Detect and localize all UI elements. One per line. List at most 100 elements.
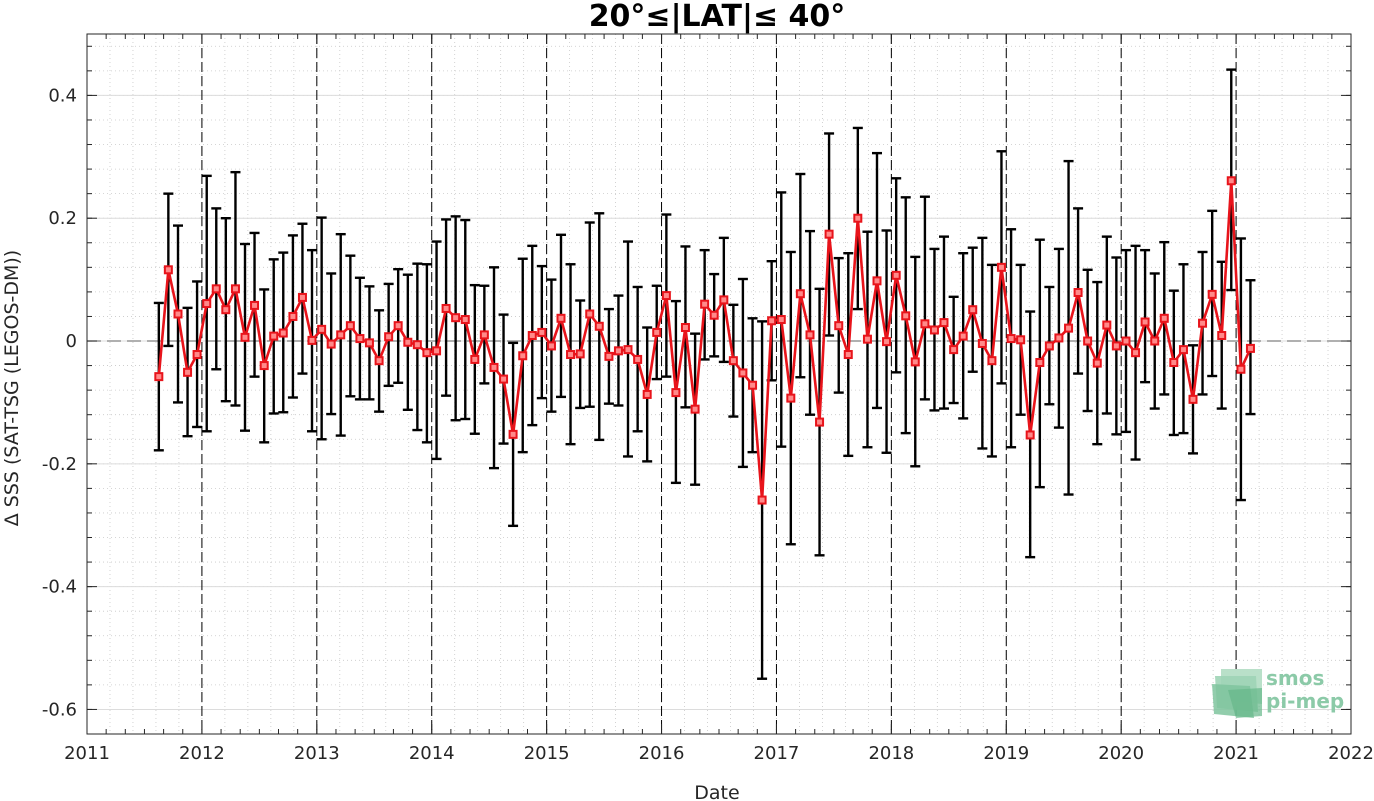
data-point-marker xyxy=(154,372,164,382)
data-point-marker xyxy=(642,389,652,399)
x-tick-label: 2013 xyxy=(294,743,340,764)
data-point-marker xyxy=(202,299,212,309)
data-point-marker xyxy=(566,350,576,360)
y-axis-label: Δ SSS (SAT-TSG (LEGOS-DM)) xyxy=(1,250,23,526)
x-tick-label: 2011 xyxy=(64,743,110,764)
data-point-marker xyxy=(594,321,604,331)
data-point-marker xyxy=(403,337,413,347)
data-point-marker xyxy=(920,319,930,329)
data-point-marker xyxy=(527,330,537,340)
data-point-marker xyxy=(1159,313,1169,323)
y-tick-label: -0.2 xyxy=(42,454,77,475)
x-tick-label: 2017 xyxy=(754,743,800,764)
data-point-marker xyxy=(192,350,202,360)
data-point-marker xyxy=(230,284,240,294)
x-tick-label: 2020 xyxy=(1098,743,1144,764)
data-point-marker xyxy=(1102,320,1112,330)
data-point-marker xyxy=(585,309,595,319)
data-point-marker xyxy=(776,315,786,325)
data-point-marker xyxy=(384,332,394,342)
data-point-marker xyxy=(996,262,1006,272)
data-point-marker xyxy=(977,338,987,348)
data-point-marker xyxy=(604,351,614,361)
data-point-marker xyxy=(671,388,681,398)
data-point-marker xyxy=(288,311,298,321)
data-point-marker xyxy=(546,341,556,351)
data-point-marker xyxy=(623,345,633,355)
data-point-marker xyxy=(949,345,959,355)
data-point-marker xyxy=(1016,335,1026,345)
data-point-marker xyxy=(518,351,528,361)
data-point-marker xyxy=(910,357,920,367)
data-point-marker xyxy=(939,318,949,328)
data-point-marker xyxy=(958,331,968,341)
data-point-marker xyxy=(968,305,978,315)
data-point-marker xyxy=(556,313,566,323)
data-point-marker xyxy=(767,316,777,326)
data-point-marker xyxy=(748,380,758,390)
data-point-marker xyxy=(470,354,480,364)
data-point-marker xyxy=(269,331,279,341)
x-tick-label: 2019 xyxy=(983,743,1029,764)
data-point-marker xyxy=(336,330,346,340)
data-point-marker xyxy=(1092,358,1102,368)
data-point-marker xyxy=(259,361,269,371)
x-tick-label: 2018 xyxy=(868,743,914,764)
logo-mark-icon xyxy=(1212,669,1262,718)
data-point-marker xyxy=(374,356,384,366)
data-point-marker xyxy=(1217,330,1227,340)
data-point-marker xyxy=(690,404,700,414)
y-tick-label: -0.4 xyxy=(42,577,77,598)
data-point-marker xyxy=(1025,430,1035,440)
smos-pi-mep-logo: smos pi-mep xyxy=(1212,666,1344,718)
data-point-marker xyxy=(1226,176,1236,186)
y-tick-label: 0.2 xyxy=(48,208,77,229)
data-point-marker xyxy=(422,348,432,358)
data-point-marker xyxy=(479,330,489,340)
data-point-marker xyxy=(537,327,547,337)
data-point-marker xyxy=(173,309,183,319)
data-point-marker xyxy=(278,328,288,338)
data-point-marker xyxy=(1188,394,1198,404)
error-bar xyxy=(805,229,816,416)
data-point-marker xyxy=(1245,343,1255,353)
data-point-marker xyxy=(709,310,719,320)
data-point-marker xyxy=(489,362,499,372)
data-point-marker xyxy=(882,337,892,347)
data-point-marker xyxy=(700,299,710,309)
data-point-marker xyxy=(901,311,911,321)
data-point-marker xyxy=(1131,348,1141,358)
x-tick-label: 2014 xyxy=(409,743,455,764)
data-point-marker xyxy=(307,335,317,345)
chart-title: 20°≤|LAT|≤ 40° xyxy=(589,0,846,34)
data-point-marker xyxy=(824,229,834,239)
data-point-marker xyxy=(834,321,844,331)
data-point-marker xyxy=(250,300,260,310)
data-point-marker xyxy=(987,356,997,366)
data-point-marker xyxy=(1044,341,1054,351)
data-point-marker xyxy=(786,393,796,403)
data-point-marker xyxy=(862,334,872,344)
data-point-marker xyxy=(240,332,250,342)
data-point-marker xyxy=(872,276,882,286)
data-point-marker xyxy=(183,367,193,377)
logo-line1: smos xyxy=(1266,666,1324,690)
data-point-marker xyxy=(1207,289,1217,299)
x-tick-label: 2021 xyxy=(1213,743,1259,764)
x-tick-label: 2015 xyxy=(524,743,570,764)
data-point-marker xyxy=(317,324,327,334)
data-point-marker xyxy=(1150,336,1160,346)
data-point-marker xyxy=(795,289,805,299)
data-point-marker xyxy=(853,213,863,223)
tick-labels: 2011 2012 2013 2014 2015 2016 2017 2018 2019 2020… xyxy=(42,85,1374,764)
data-point-marker xyxy=(1198,318,1208,328)
data-point-marker xyxy=(326,339,336,349)
error-bar xyxy=(795,172,806,379)
data-point-marker xyxy=(1178,345,1188,355)
data-point-marker xyxy=(680,323,690,333)
data-marks xyxy=(153,68,1256,680)
data-point-marker xyxy=(1140,317,1150,327)
data-point-marker xyxy=(652,327,662,337)
data-point-marker xyxy=(1111,341,1121,351)
